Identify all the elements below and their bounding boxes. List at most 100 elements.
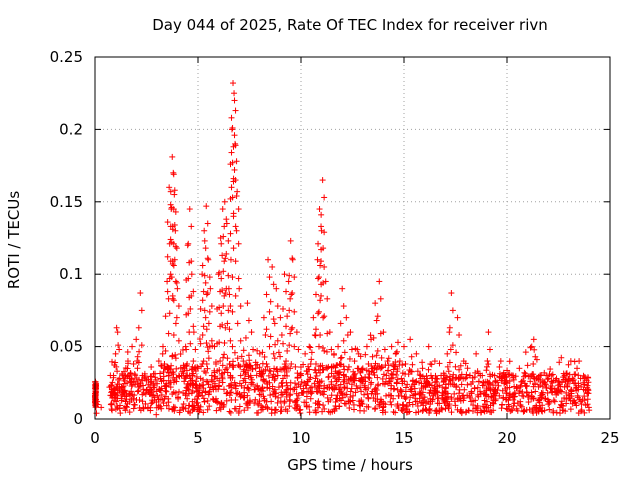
data-point — [267, 298, 274, 305]
data-point — [190, 323, 197, 330]
data-point — [184, 372, 191, 379]
data-point — [202, 369, 209, 376]
data-point — [112, 394, 119, 401]
data-point — [320, 314, 327, 321]
data-point — [115, 342, 122, 349]
data-point — [491, 372, 498, 379]
data-point — [575, 382, 582, 389]
data-point — [421, 382, 428, 389]
data-point — [531, 346, 538, 353]
data-point — [314, 400, 321, 407]
data-point — [227, 337, 234, 344]
data-point — [445, 402, 452, 409]
data-point — [173, 314, 180, 321]
data-point — [504, 367, 511, 374]
data-point — [518, 378, 525, 385]
data-point — [423, 372, 430, 379]
data-point — [318, 258, 325, 265]
data-point — [324, 295, 331, 302]
data-point — [312, 332, 319, 339]
data-point — [149, 397, 156, 404]
data-point — [403, 384, 410, 391]
data-point — [345, 363, 352, 370]
data-point — [385, 355, 392, 362]
data-point — [307, 360, 314, 367]
data-point — [204, 406, 211, 413]
data-point — [418, 400, 425, 407]
data-point — [236, 380, 243, 387]
data-point — [273, 285, 280, 292]
data-point — [283, 288, 290, 295]
data-point — [324, 365, 331, 372]
data-point — [189, 363, 196, 370]
data-point — [311, 366, 318, 373]
data-point — [374, 347, 381, 354]
data-point — [178, 372, 185, 379]
data-point — [221, 401, 228, 408]
data-point — [450, 371, 457, 378]
data-point — [425, 366, 432, 373]
data-point — [229, 308, 236, 315]
data-point — [558, 401, 565, 408]
data-point — [227, 230, 234, 237]
data-point — [490, 400, 497, 407]
data-point — [483, 404, 490, 411]
data-point — [556, 410, 563, 417]
data-point — [434, 395, 441, 402]
data-point — [123, 403, 130, 410]
data-point — [225, 237, 232, 244]
data-point — [346, 355, 353, 362]
data-point — [496, 363, 503, 370]
data-point — [234, 320, 241, 327]
data-point — [255, 409, 262, 416]
data-point — [350, 401, 357, 408]
data-point — [228, 149, 235, 156]
data-point — [124, 358, 131, 365]
data-point — [194, 395, 201, 402]
data-point — [234, 389, 241, 396]
data-point — [122, 407, 129, 414]
data-point — [449, 307, 456, 314]
data-point — [514, 400, 521, 407]
data-point — [519, 392, 526, 399]
x-tick-label: 20 — [497, 429, 516, 447]
data-point — [219, 362, 226, 369]
data-point — [145, 376, 152, 383]
data-point — [179, 404, 186, 411]
data-point — [341, 391, 348, 398]
data-point — [168, 369, 175, 376]
data-point — [223, 397, 230, 404]
data-point — [432, 379, 439, 386]
data-point — [529, 371, 536, 378]
data-point — [354, 365, 361, 372]
data-point — [226, 360, 233, 367]
data-point — [215, 271, 222, 278]
data-point — [225, 285, 232, 292]
data-point — [440, 378, 447, 385]
data-point — [266, 274, 273, 281]
data-point — [306, 403, 313, 410]
data-point — [248, 376, 255, 383]
data-point — [345, 398, 352, 405]
data-point — [136, 348, 143, 355]
data-point — [235, 409, 242, 416]
data-point — [547, 366, 554, 373]
data-point — [573, 387, 580, 394]
data-point — [555, 387, 562, 394]
data-point — [231, 166, 238, 173]
data-point — [471, 385, 478, 392]
data-point — [417, 375, 424, 382]
data-point — [136, 382, 143, 389]
data-point — [361, 382, 368, 389]
data-point — [487, 386, 494, 393]
x-tick-label: 0 — [90, 429, 100, 447]
data-point — [318, 281, 325, 288]
data-point — [269, 263, 276, 270]
data-point — [271, 373, 278, 380]
data-point — [109, 407, 116, 414]
data-point — [470, 398, 477, 405]
data-point — [355, 350, 362, 357]
data-point — [567, 358, 574, 365]
data-point — [370, 369, 377, 376]
data-point — [496, 392, 503, 399]
